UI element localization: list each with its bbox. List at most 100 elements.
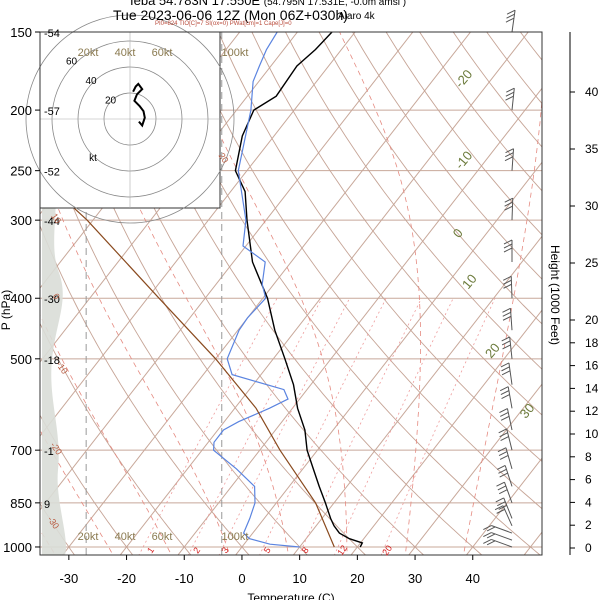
wind-barb-flag	[501, 394, 510, 399]
height-tick-label: 0	[585, 541, 592, 555]
wind-barb-flag	[497, 485, 507, 491]
wind-barb-flag	[496, 481, 505, 487]
wind-barb-staff	[507, 386, 513, 409]
wind-barb-staff	[504, 465, 513, 487]
station-title: Ieba 54.783N 17.550E	[130, 0, 261, 8]
y-tick-label: 400	[10, 291, 32, 306]
std-temp-label: -52	[44, 167, 60, 179]
wind-barb-flag	[498, 489, 508, 495]
dry-adiabat-line	[184, 32, 542, 510]
y-tick-label: 1000	[3, 540, 32, 555]
dry-adiabat-line	[40, 414, 134, 555]
moist-adiabat-line	[73, 32, 289, 555]
std-temp-label: -30	[44, 294, 60, 306]
y-tick-label: 200	[10, 103, 32, 118]
moist-adiabat-line	[174, 32, 348, 555]
wind-barb-flag	[503, 283, 512, 289]
wind-barb-flag	[498, 468, 507, 474]
wind-barb-staff	[491, 538, 513, 548]
x-tick-label: -10	[175, 571, 194, 586]
mixing-ratio-label: 5	[262, 545, 273, 555]
mixing-ratio-label: 2	[191, 545, 202, 555]
height-tick-label: 16	[585, 359, 599, 373]
dry-adiabat-line	[217, 32, 542, 463]
moist-adiabat-line	[40, 429, 114, 555]
height-tick-label: 30	[585, 199, 599, 213]
wind-barb-flag	[496, 508, 505, 514]
wind-barb-staff	[511, 198, 514, 221]
dewpoint-profile-line	[212, 32, 300, 548]
y-tick-label: 150	[10, 25, 32, 40]
mixing-ratio-line	[259, 298, 387, 555]
hodograph-ring-label: 20	[105, 96, 117, 107]
wind-barb-staff	[505, 447, 513, 470]
dry-adiabat-line	[0, 0, 28, 573]
wind-barb-staff	[503, 497, 513, 519]
wind-barb-flag	[500, 362, 510, 368]
dry-adiabat-line	[352, 32, 542, 280]
wind-barb-flag	[499, 472, 508, 478]
height-tick-label: 20	[585, 313, 599, 327]
wind-barb-flag	[501, 336, 510, 342]
wind-barb-flag	[500, 411, 509, 417]
wind-barb-staff	[511, 88, 515, 111]
hodograph-ring-label: 40	[85, 76, 97, 87]
wind-barb-flag	[503, 243, 513, 249]
moist-adiabat-label: 0	[51, 292, 62, 302]
wind-barb-staff	[491, 532, 513, 541]
mixing-ratio-line	[138, 298, 278, 555]
isotherm-line	[350, 309, 542, 555]
wind-barb-flag	[503, 247, 513, 253]
hodograph-unit-label: kt	[89, 153, 97, 164]
y-tick-label: 850	[10, 496, 32, 511]
wind-barb-flag	[502, 315, 512, 321]
wind-barb-flag	[495, 497, 504, 503]
wind-barb-flag	[498, 428, 507, 434]
wind-barb-flag	[499, 432, 508, 438]
mixing-ratio-line	[218, 298, 350, 555]
height-tick-label: 2	[585, 518, 592, 532]
isotherm-line	[61, 32, 472, 555]
y-tick-label: 300	[10, 213, 32, 228]
isotherm-line	[40, 32, 299, 363]
wind-barb-flag	[505, 152, 514, 158]
y-tick-label: 700	[10, 443, 32, 458]
dry-adiabat-label: -10	[452, 148, 476, 172]
std-temp-label: -57	[44, 106, 60, 118]
isotherm-line	[119, 32, 529, 555]
wind-barb-flag	[494, 505, 504, 511]
dry-adiabat-label: -20	[452, 67, 476, 91]
std-temp-label: -54	[44, 28, 60, 40]
wind-barb-staff	[509, 336, 513, 359]
std-temp-label: 9	[44, 499, 50, 511]
wind-barb-flag	[504, 201, 513, 207]
wind-barb-flag	[505, 91, 515, 97]
wind-barb-flag	[499, 454, 509, 460]
wind-barb-staff	[502, 505, 513, 527]
wind-barb-flag	[506, 13, 515, 19]
wind-barb-flag	[483, 539, 492, 544]
height-tick-label: 18	[585, 336, 599, 350]
mixing-ratio-label: 1	[145, 545, 156, 555]
height-tick-label: 40	[585, 85, 599, 99]
isotherm-line	[40, 32, 356, 437]
wind-scale-label-top: 100kt	[222, 47, 249, 59]
wind-barb-flag	[483, 532, 492, 538]
mixing-ratio-label: 20	[380, 543, 394, 557]
wind-scale-label-bottom: 20kt	[78, 531, 99, 543]
wind-barb-column	[483, 9, 516, 548]
wind-barb-flag	[486, 540, 496, 546]
wind-barb-staff	[508, 362, 513, 385]
y-tick-label: 250	[10, 164, 32, 179]
wind-barb-flag	[498, 504, 507, 510]
isotherm-line	[408, 383, 542, 555]
height-tick-label: 25	[585, 256, 599, 270]
wind-barb-staff	[510, 276, 513, 299]
dry-adiabat-label: 10	[459, 271, 480, 292]
wind-barb-flag	[503, 275, 512, 281]
wind-barb-staff	[511, 10, 516, 33]
x-tick-label: 40	[466, 571, 480, 586]
isotherm-line	[465, 457, 542, 555]
